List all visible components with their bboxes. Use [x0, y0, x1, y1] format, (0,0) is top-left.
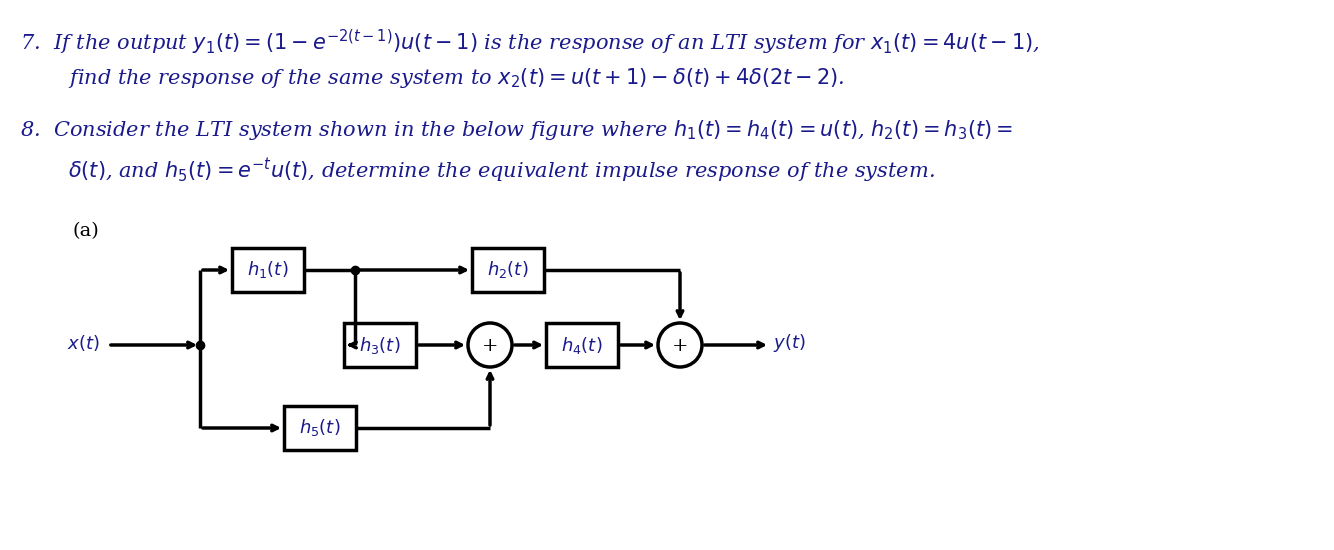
- Text: $h_3(t)$: $h_3(t)$: [359, 334, 400, 355]
- Bar: [472, 248, 544, 292]
- Text: $h_5(t)$: $h_5(t)$: [299, 417, 340, 438]
- Text: 8.  Consider the LTI system shown in the below figure where $h_1(t) = h_4(t) = u: 8. Consider the LTI system shown in the …: [20, 118, 1013, 142]
- Text: $h_4(t)$: $h_4(t)$: [562, 334, 603, 355]
- Bar: [344, 323, 416, 367]
- Bar: [284, 406, 356, 450]
- Text: 7.  If the output $y_1(t) = \left(1 - e^{-2(t-1)}\right)u(t-1)$ is the response : 7. If the output $y_1(t) = \left(1 - e^{…: [20, 28, 1039, 57]
- Text: $y(t)$: $y(t)$: [772, 332, 806, 354]
- Text: find the response of the same system to $x_2(t) = u(t+1) - \delta(t) + 4\delta(2: find the response of the same system to …: [68, 66, 844, 90]
- Bar: [232, 248, 304, 292]
- Ellipse shape: [658, 323, 702, 367]
- Text: $h_2(t)$: $h_2(t)$: [487, 260, 528, 280]
- Ellipse shape: [468, 323, 512, 367]
- Text: (a): (a): [72, 222, 99, 240]
- Text: $\delta(t)$, and $h_5(t) = e^{-t}u(t)$, determine the equivalent impulse respons: $\delta(t)$, and $h_5(t) = e^{-t}u(t)$, …: [68, 156, 935, 185]
- Bar: [546, 323, 618, 367]
- Text: +: +: [672, 337, 688, 355]
- Text: $x(t)$: $x(t)$: [67, 333, 100, 353]
- Text: +: +: [482, 337, 499, 355]
- Text: $h_1(t)$: $h_1(t)$: [247, 260, 288, 280]
